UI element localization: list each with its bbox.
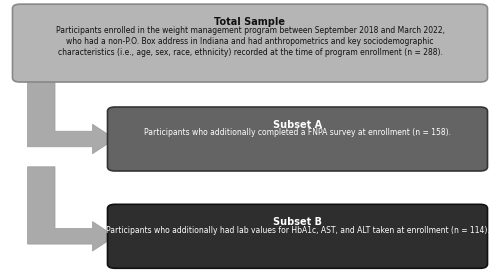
Text: Participants who additionally completed a FNPA survey at enrollment (n = 158).: Participants who additionally completed …: [144, 128, 451, 137]
Text: Participants who additionally had lab values for HbA1c, AST, and ALT taken at en: Participants who additionally had lab va…: [106, 226, 490, 235]
FancyBboxPatch shape: [108, 204, 488, 268]
FancyBboxPatch shape: [12, 4, 488, 82]
FancyBboxPatch shape: [108, 107, 488, 171]
Polygon shape: [28, 167, 115, 251]
Text: Subset B: Subset B: [273, 217, 322, 227]
Text: Participants enrolled in the weight management program between September 2018 an: Participants enrolled in the weight mana…: [56, 26, 444, 57]
Polygon shape: [28, 78, 115, 154]
Text: Total Sample: Total Sample: [214, 17, 286, 27]
Text: Subset A: Subset A: [273, 120, 322, 130]
